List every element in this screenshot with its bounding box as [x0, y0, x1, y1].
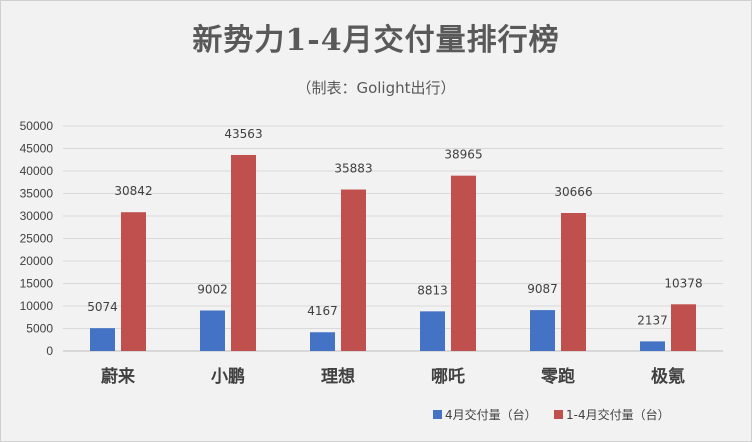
- data-label: 2137: [637, 313, 668, 327]
- chart-title: 新势力1-4月交付量排行榜: [192, 23, 560, 58]
- data-label: 5074: [87, 300, 118, 314]
- bar-jan-apr: [231, 154, 256, 351]
- bar-april: [420, 311, 445, 351]
- legend-label: 4月交付量（台）: [445, 407, 537, 422]
- data-label: 43563: [224, 127, 262, 141]
- bar-jan-apr: [451, 175, 476, 351]
- bar-april: [310, 332, 335, 351]
- x-tick-label: 哪吒: [431, 367, 465, 387]
- x-tick-label: 极氪: [651, 366, 685, 387]
- y-tick-label: 25000: [20, 232, 54, 246]
- x-tick-label: 蔚来: [101, 366, 136, 387]
- y-tick-label: 5000: [26, 322, 53, 336]
- data-label: 4167: [307, 304, 338, 318]
- bar-jan-apr: [561, 213, 586, 351]
- bar-jan-apr: [121, 212, 146, 351]
- data-label: 38965: [444, 148, 482, 162]
- bar-april: [530, 310, 555, 351]
- chart-subtitle: （制表：Golight出行）: [296, 79, 456, 97]
- bar-jan-apr: [671, 304, 696, 351]
- bar-april: [640, 341, 665, 351]
- y-tick-label: 45000: [20, 142, 54, 156]
- legend-swatch: [433, 410, 442, 419]
- data-label: 9002: [197, 282, 228, 296]
- y-tick-label: 40000: [20, 164, 54, 178]
- data-label: 8813: [417, 283, 448, 297]
- bar-april: [90, 328, 115, 351]
- data-label: 30842: [114, 184, 152, 198]
- y-tick-label: 50000: [20, 119, 54, 133]
- y-tick-label: 15000: [20, 277, 54, 291]
- bar-jan-apr: [341, 189, 366, 351]
- data-label: 10378: [664, 276, 702, 290]
- y-tick-label: 0: [46, 344, 53, 358]
- y-tick-label: 35000: [20, 187, 54, 201]
- y-tick-label: 30000: [20, 209, 54, 223]
- y-tick-label: 20000: [20, 254, 54, 268]
- legend-swatch: [554, 410, 563, 419]
- x-tick-label: 理想: [321, 366, 355, 387]
- data-label: 9087: [527, 282, 558, 296]
- bar-april: [200, 310, 225, 351]
- y-tick-label: 10000: [20, 299, 54, 313]
- legend-label: 1-4月交付量（台）: [566, 407, 670, 422]
- x-tick-label: 零跑: [540, 366, 575, 387]
- data-label: 35883: [334, 162, 372, 176]
- data-label: 30666: [554, 185, 592, 199]
- x-tick-label: 小鹏: [211, 366, 245, 387]
